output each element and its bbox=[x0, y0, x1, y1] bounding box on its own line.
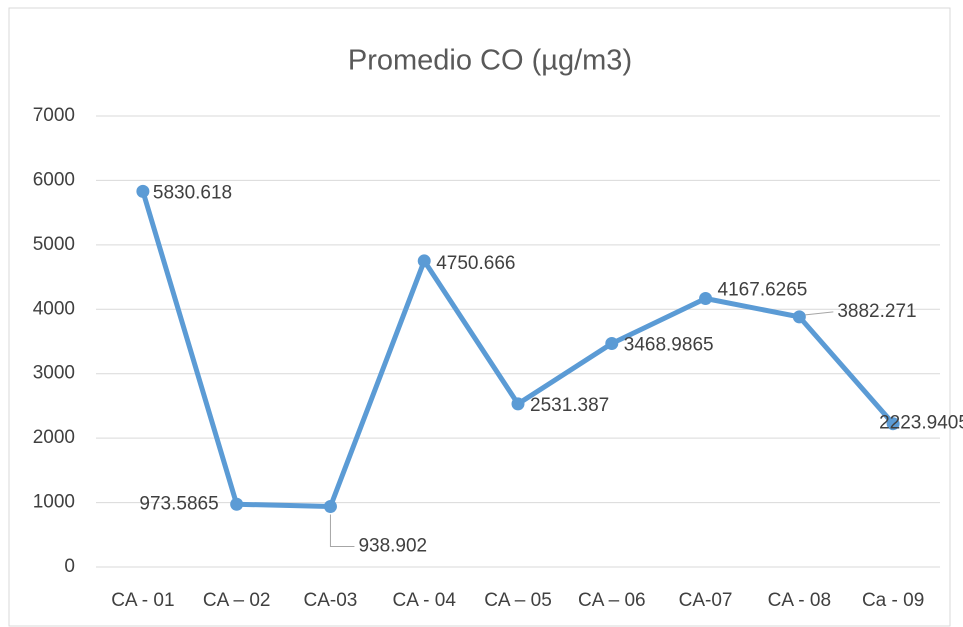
data-point bbox=[886, 417, 900, 431]
leader-line bbox=[805, 311, 834, 316]
x-tick-label: Ca - 09 bbox=[862, 590, 924, 611]
x-tick-label: CA – 02 bbox=[203, 590, 271, 611]
x-tick-label: CA – 06 bbox=[578, 590, 646, 611]
data-point bbox=[699, 291, 713, 305]
data-point bbox=[323, 500, 337, 514]
y-tick-label: 5000 bbox=[33, 234, 75, 255]
y-tick-label: 7000 bbox=[33, 105, 75, 126]
y-tick-label: 2000 bbox=[33, 427, 75, 448]
data-point bbox=[136, 184, 150, 198]
x-tick-label: CA - 08 bbox=[768, 590, 831, 611]
x-tick-label: CA - 04 bbox=[393, 590, 457, 611]
x-tick-label: CA-03 bbox=[304, 590, 358, 611]
chart-frame bbox=[8, 7, 951, 627]
data-label: 2531.387 bbox=[530, 395, 609, 416]
data-label: 4750.666 bbox=[436, 253, 515, 274]
data-label: 938.902 bbox=[358, 536, 427, 557]
y-tick-label: 3000 bbox=[33, 363, 75, 384]
y-tick-label: 0 bbox=[64, 556, 75, 577]
data-point bbox=[511, 397, 525, 411]
data-point bbox=[417, 254, 431, 268]
data-point bbox=[792, 310, 806, 324]
data-label: 3882.271 bbox=[837, 301, 916, 322]
leader-line bbox=[329, 514, 355, 548]
y-tick-label: 6000 bbox=[33, 169, 75, 190]
data-label: 3468.9865 bbox=[624, 335, 714, 356]
data-label: 973.5865 bbox=[139, 493, 218, 514]
data-point bbox=[605, 336, 619, 350]
y-tick-label: 1000 bbox=[33, 492, 75, 513]
x-tick-label: CA – 05 bbox=[484, 590, 552, 611]
x-tick-label: CA - 01 bbox=[111, 590, 174, 611]
y-tick-label: 4000 bbox=[33, 298, 75, 319]
data-label: 4167.6265 bbox=[718, 280, 808, 301]
chart-title: Promedio CO (µg/m3) bbox=[348, 45, 632, 77]
data-label: 2223.9405 bbox=[879, 413, 963, 434]
data-label: 5830.618 bbox=[153, 182, 232, 203]
data-point bbox=[230, 497, 244, 511]
x-tick-label: CA-07 bbox=[679, 590, 733, 611]
